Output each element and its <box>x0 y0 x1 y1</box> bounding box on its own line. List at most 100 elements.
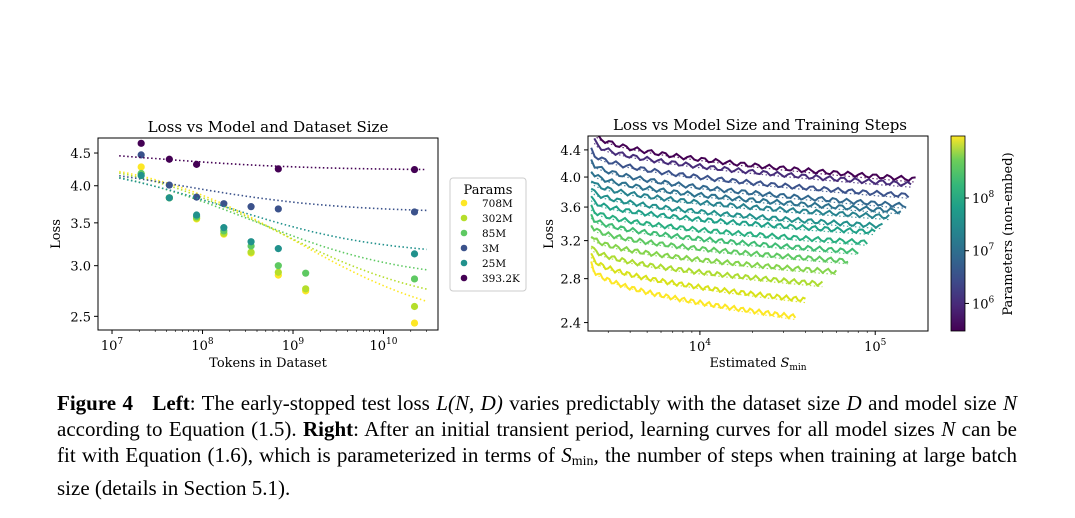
fit-curve <box>595 136 916 183</box>
left-label: Left <box>152 391 190 415</box>
right-label: Right <box>302 417 354 441</box>
right-chart-title: Loss vs Model Size and Training Steps <box>613 116 907 134</box>
variable-n: N <box>941 417 956 441</box>
data-point-302M <box>274 268 282 276</box>
left-plot-frame <box>97 137 439 331</box>
legend-label: 302M <box>482 213 513 225</box>
learning-curve <box>590 147 910 199</box>
data-point-25M <box>220 224 228 232</box>
legend-marker <box>460 229 468 237</box>
y-tick-label: 4.5 <box>70 147 91 162</box>
legend-frame <box>449 177 527 292</box>
variable-s-subscript: min <box>571 454 594 469</box>
y-tick-label: 4.0 <box>70 180 91 195</box>
learning-curve <box>590 245 824 287</box>
right-chart-ylabel: Loss <box>542 219 557 249</box>
x-tick-label: 108 <box>191 337 214 354</box>
data-point-3M <box>410 208 419 216</box>
learning-curve <box>593 137 912 187</box>
data-point-393.2K <box>274 165 282 173</box>
data-point-393.2K <box>137 139 145 147</box>
y-tick-label: 4.4 <box>560 144 581 159</box>
colorbar-tick-label: 108 <box>972 190 995 207</box>
data-point-708M <box>410 319 419 327</box>
legend-marker <box>460 214 468 222</box>
legend-label: 3M <box>482 243 500 255</box>
y-tick-label: 3.6 <box>560 201 581 216</box>
data-point-25M <box>192 211 201 219</box>
legend-label: 25M <box>482 258 506 270</box>
right-chart: Loss vs Model Size and Training Steps 10… <box>542 116 1016 373</box>
caption-text: can be fit with Equation (1.6), which is… <box>57 417 1017 467</box>
y-tick-label: 4.0 <box>560 171 581 186</box>
fit-curve <box>590 217 859 255</box>
fit-curve <box>590 236 837 276</box>
x-tick-label: 105 <box>864 338 887 355</box>
left-chart: Loss vs Model and Dataset Size 107 108 109… <box>49 118 527 371</box>
caption-text: and model size <box>861 391 1003 415</box>
fit-curve <box>590 226 849 265</box>
x-tick-label: 107 <box>101 337 124 354</box>
fit-curve-708M <box>119 170 427 303</box>
colorbar: 106 107 108 Parameters (non-embed) <box>950 135 1016 332</box>
left-chart-ylabel: Loss <box>49 219 64 249</box>
data-point-3M <box>247 203 255 211</box>
learning-curve <box>590 204 868 246</box>
legend-marker <box>460 199 468 207</box>
right-plot-frame <box>587 135 929 332</box>
left-chart-xlabel: Tokens in Dataset <box>209 356 327 371</box>
learning-curve <box>590 195 876 235</box>
equation-loss: L(N, D) <box>436 391 503 415</box>
learning-curve <box>590 187 883 229</box>
data-point-302M <box>302 285 310 293</box>
figure-caption: Figure 4 Left: The early-stopped test lo… <box>57 390 1017 501</box>
x-tick-label: 104 <box>689 338 712 355</box>
learning-curve <box>597 136 916 182</box>
colorbar-tick-label: 107 <box>972 243 995 260</box>
legend-marker <box>460 259 468 267</box>
data-point-25M <box>137 171 145 180</box>
y-tick-label: 3.5 <box>70 217 91 232</box>
data-point-25M <box>274 245 282 253</box>
fit-curve-3M <box>119 174 427 212</box>
legend-label: 85M <box>482 228 506 240</box>
x-tick-label: 109 <box>282 337 305 354</box>
colorbar-label: Parameters (non-embed) <box>1001 152 1016 315</box>
data-point-85M <box>274 262 282 270</box>
data-point-3M <box>274 205 282 213</box>
figure-label: Figure 4 <box>57 391 134 415</box>
y-tick-label: 3.2 <box>560 235 581 250</box>
fit-curve <box>590 247 823 288</box>
data-point-85M <box>302 269 310 277</box>
legend-label: 708M <box>482 198 513 210</box>
learning-curve <box>590 235 838 275</box>
legend-title: Params <box>464 183 513 198</box>
y-tick-label: 2.5 <box>70 310 91 325</box>
fit-curve <box>590 181 890 221</box>
colorbar-tick-label: 106 <box>972 295 995 312</box>
colorbar-gradient <box>950 135 966 332</box>
right-chart-xlabel: Estimated Smin <box>709 356 806 373</box>
fit-curve-25M <box>119 177 427 251</box>
y-tick-label: 3.0 <box>70 260 91 275</box>
data-point-708M <box>137 163 145 171</box>
fit-curve <box>590 152 909 199</box>
fit-curve-393.2K <box>119 155 427 171</box>
caption-text: according to Equation (1.5). <box>57 417 303 441</box>
y-tick-label: 2.8 <box>560 273 581 288</box>
fit-curve <box>590 209 868 246</box>
fit-curve <box>590 266 796 321</box>
fit-curve <box>593 142 912 188</box>
legend-marker <box>460 244 468 252</box>
variable-d: D <box>846 391 862 415</box>
fit-curve-302M <box>119 172 427 290</box>
data-point-302M <box>410 302 419 311</box>
data-point-393.2K <box>410 165 419 174</box>
caption-text: : The early-stopped test loss <box>189 391 437 415</box>
data-point-3M <box>165 181 173 189</box>
learning-curve <box>590 261 797 320</box>
left-chart-title: Loss vs Model and Dataset Size <box>148 118 389 136</box>
fit-curve <box>590 162 907 209</box>
caption-text: varies predictably with the dataset size <box>502 391 847 415</box>
caption-text: , the number of steps when training at l… <box>57 443 1018 500</box>
